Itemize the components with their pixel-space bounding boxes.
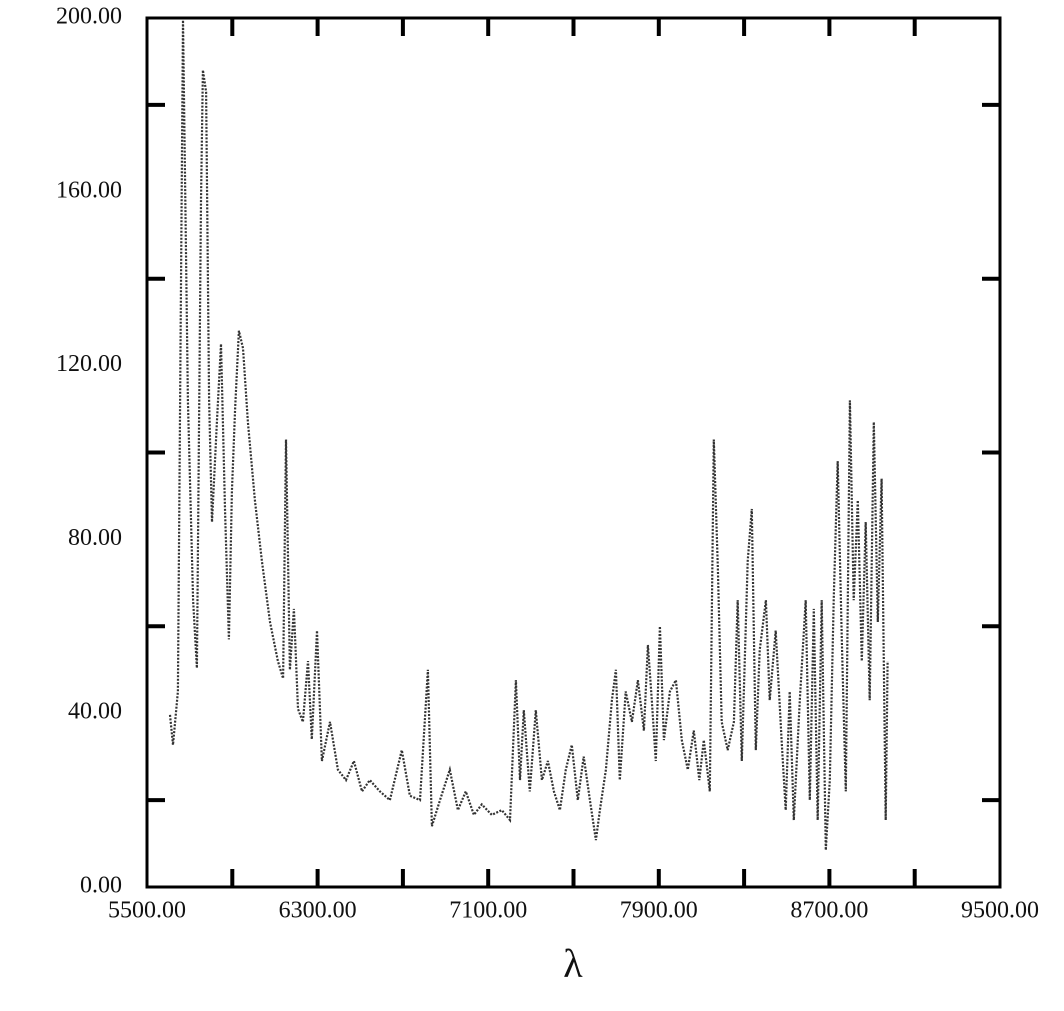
y-tick-label: 120.00	[56, 351, 122, 377]
y-tick-label: 200.00	[56, 4, 122, 30]
y-tick-label: 80.00	[68, 525, 122, 551]
y-tick-label: 160.00	[56, 177, 122, 203]
x-tick-label: 5500.00	[108, 898, 186, 924]
x-tick-label: 8700.00	[790, 898, 868, 924]
y-tick-label: 40.00	[68, 699, 122, 725]
x-tick-label: 6300.00	[279, 898, 357, 924]
x-tick-label: 7100.00	[449, 898, 527, 924]
y-tick-label: 0.00	[80, 873, 122, 899]
x-tick-label: 9500.00	[961, 898, 1039, 924]
x-tick-label: 7900.00	[620, 898, 698, 924]
spectrum-line	[168, 20, 889, 851]
x-axis-label: λ	[563, 941, 583, 986]
